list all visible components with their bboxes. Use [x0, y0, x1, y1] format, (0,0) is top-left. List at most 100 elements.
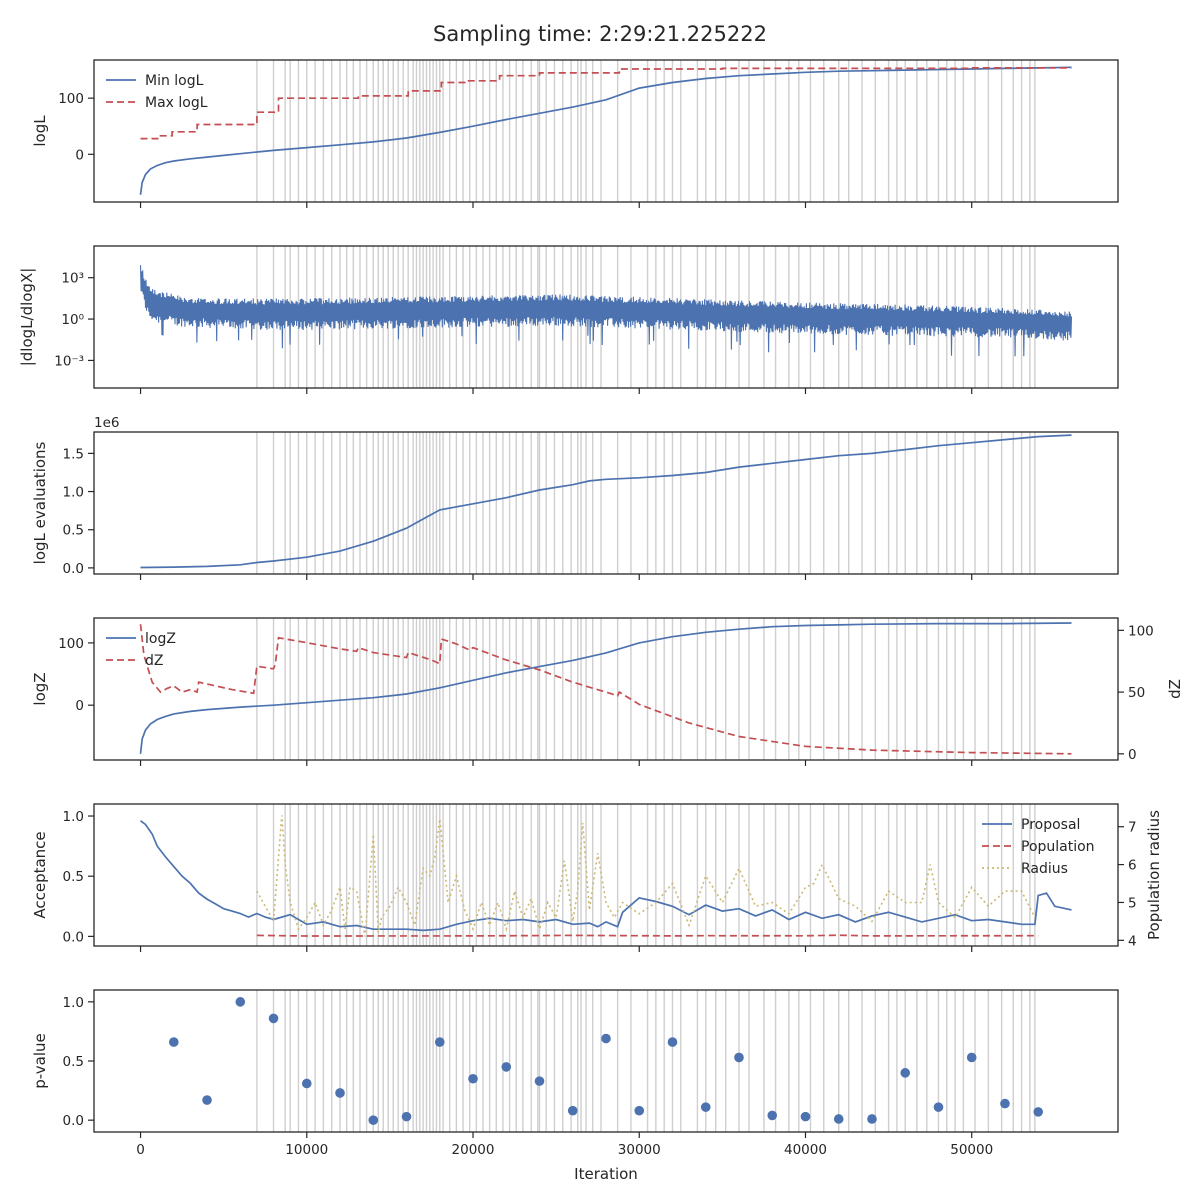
y-offset-label: 1e6	[94, 415, 119, 431]
legend: Min logL Max logL	[106, 73, 208, 111]
x-tick-label: 50000	[950, 1142, 993, 1158]
p-value-point	[601, 1033, 611, 1044]
panels: 0 100 logL Min logL Max logL 10⁻³ 10⁰ 10³ |dlogL…	[18, 59, 1184, 1158]
panel-accept: 0.0 0.5 1.0 Acceptance 4 5 6 7 Population radius…	[31, 803, 1163, 952]
legend-label: Radius	[1021, 861, 1068, 877]
y2-tick-label: 5	[1128, 895, 1137, 911]
legend-label: Min logL	[145, 73, 204, 89]
p-value-point	[700, 1102, 711, 1112]
series-dz	[139, 624, 1072, 755]
y2-axis-label: Population radius	[1145, 810, 1163, 940]
p-value-point	[833, 1114, 844, 1124]
p-value-point	[501, 1062, 512, 1072]
y-tick-label: 0.5	[63, 1054, 84, 1070]
axes-frame	[93, 803, 1119, 947]
y2-tick-label: 0	[1128, 747, 1137, 763]
series-radius	[256, 815, 1036, 937]
y-tick-label: 0	[75, 147, 84, 163]
x-tick-label: 20000	[452, 1142, 495, 1158]
p-value-point	[1000, 1098, 1010, 1109]
axes-frame	[93, 617, 1119, 761]
figure-title: Sampling time: 2:29:21.225222	[433, 22, 767, 46]
series-min-logl	[139, 66, 1072, 195]
y-tick-label: 1.0	[63, 809, 84, 825]
x-tick-label: 10000	[285, 1142, 328, 1158]
axes-frame	[93, 431, 1119, 575]
y2-tick-label: 50	[1128, 685, 1145, 701]
p-value-point	[202, 1095, 212, 1105]
panel-pval: 0 10000 20000 30000 40000 50000 0.0 0.5 1.0 p-val…	[31, 989, 1119, 1158]
p-value-point	[567, 1105, 578, 1116]
p-value-point	[434, 1037, 445, 1047]
y-tick-label: 0.5	[63, 869, 84, 885]
panel-dlogl: 10⁻³ 10⁰ 10³ |dlogL/dlogX|	[18, 245, 1119, 394]
x-tick-label: 0	[136, 1142, 145, 1158]
x-tick-label: 30000	[618, 1142, 661, 1158]
legend-label: Proposal	[1021, 817, 1080, 833]
y-tick-label: 1.5	[63, 446, 84, 462]
series-population	[256, 934, 1039, 937]
y2-tick-label: 7	[1128, 820, 1137, 836]
legend-label: logZ	[145, 631, 176, 647]
y-axis-label: logZ	[31, 672, 49, 705]
y2-tick-label: 6	[1128, 858, 1137, 874]
series-dlogl	[139, 265, 1073, 357]
p-value-point	[767, 1110, 778, 1121]
y-tick-label: 100	[58, 91, 84, 107]
p-value-point	[800, 1111, 811, 1122]
p-value-point	[368, 1115, 379, 1125]
y-tick-label: 0.0	[63, 1113, 84, 1129]
series-logz	[139, 622, 1072, 754]
series-proposal	[139, 820, 1072, 932]
legend: logZ dZ	[106, 631, 176, 669]
y-tick-label: 100	[58, 636, 84, 652]
p-value-point	[734, 1052, 744, 1063]
p-value-point	[966, 1052, 977, 1063]
axes-frame	[93, 245, 1119, 389]
legend-label: dZ	[145, 653, 163, 669]
p-value-point	[401, 1111, 412, 1122]
y-tick-label: 0.0	[63, 929, 84, 945]
x-tick-label: 40000	[784, 1142, 827, 1158]
p-value-point	[867, 1114, 877, 1124]
p-value-point	[534, 1076, 545, 1086]
y2-tick-label: 4	[1128, 933, 1137, 949]
p-value-point	[1033, 1107, 1044, 1117]
panel-evals: 0.0 0.5 1.0 1.5 logL evaluations 1e6	[31, 415, 1119, 580]
x-axis-label: Iteration	[574, 1165, 638, 1183]
y-axis-label: logL evaluations	[31, 441, 49, 564]
p-value-point	[335, 1088, 345, 1098]
y-tick-label: 10⁻³	[54, 353, 84, 369]
y-tick-label: 0	[75, 698, 84, 714]
p-value-point	[301, 1078, 312, 1089]
y-axis-label: Acceptance	[31, 831, 49, 918]
y-tick-label: 1.0	[63, 485, 84, 501]
p-value-point	[900, 1068, 911, 1078]
panel-logz: 0 100 logZ 0 50 100 dZ logZ dZ	[31, 617, 1184, 766]
p-value-point	[667, 1037, 678, 1047]
y-axis-label: logL	[31, 115, 49, 147]
y-tick-label: 1.0	[63, 995, 84, 1011]
y-axis-label: p-value	[31, 1033, 49, 1089]
y-tick-label: 0.0	[63, 561, 84, 577]
p-value-point	[468, 1073, 478, 1084]
legend-label: Max logL	[145, 95, 208, 111]
p-value-point	[634, 1105, 645, 1116]
axes-frame	[93, 59, 1119, 203]
y-tick-label: 0.5	[63, 523, 84, 539]
axes-frame	[93, 989, 1119, 1133]
y-tick-label: 10³	[61, 271, 84, 287]
series-evals	[140, 434, 1072, 569]
legend: Proposal Population Radius	[982, 817, 1095, 877]
p-value-point	[235, 997, 246, 1007]
panel-logl: 0 100 logL Min logL Max logL	[31, 59, 1119, 208]
y-axis-label: |dlogL/dlogX|	[18, 268, 36, 367]
y-tick-label: 10⁰	[61, 312, 84, 328]
legend-label: Population	[1021, 839, 1095, 855]
y2-tick-label: 100	[1128, 623, 1154, 639]
p-value-point	[168, 1037, 179, 1047]
series-max-logl	[140, 67, 1072, 140]
p-value-point	[933, 1102, 944, 1112]
y2-axis-label: dZ	[1166, 679, 1184, 699]
